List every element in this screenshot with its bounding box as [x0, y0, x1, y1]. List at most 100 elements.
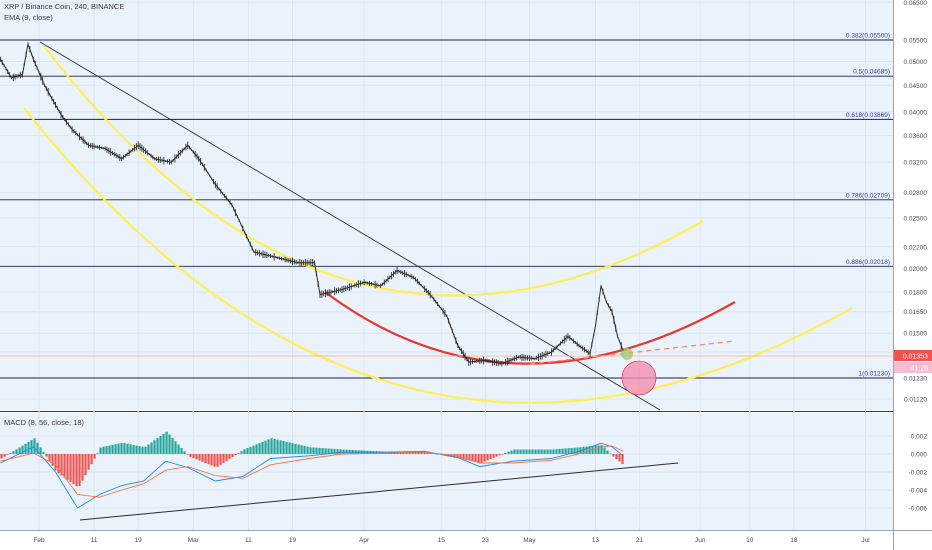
- x-tick-label: Feb: [33, 537, 45, 544]
- macd-histogram-bar: [207, 454, 210, 465]
- macd-histogram-bar: [234, 454, 237, 456]
- macd-histogram-bar: [618, 454, 621, 462]
- macd-histogram-bar: [183, 451, 186, 454]
- macd-histogram-bar: [90, 454, 93, 465]
- macd-histogram-bar: [132, 444, 135, 454]
- macd-histogram-bar: [309, 447, 312, 454]
- macd-histogram-bar: [261, 441, 264, 454]
- macd-histogram-bar: [510, 450, 513, 454]
- macd-histogram-bar: [24, 443, 27, 454]
- macd-histogram-bar: [258, 443, 261, 454]
- price-line[interactable]: [0, 42, 624, 365]
- macd-histogram-bar: [504, 452, 507, 454]
- macd-histogram-bar: [156, 438, 159, 454]
- macd-histogram-bar: [561, 448, 564, 454]
- macd-histogram-bar: [480, 454, 483, 463]
- macd-histogram-bar: [522, 449, 525, 454]
- macd-histogram-bar: [327, 448, 330, 454]
- x-tick-label: 11: [245, 537, 252, 544]
- x-tick-label: 18: [790, 537, 798, 544]
- macd-histogram-bar: [594, 445, 597, 454]
- macd-histogram-bar: [63, 454, 66, 478]
- macd-histogram-bar: [168, 434, 171, 454]
- macd-histogram-bar: [291, 443, 294, 454]
- macd-histogram-bar: [312, 447, 315, 454]
- green-touch-circle[interactable]: [621, 348, 633, 360]
- x-tick-label: Apr: [359, 537, 370, 544]
- signal-line[interactable]: [0, 445, 624, 498]
- macd-histogram-bar: [564, 448, 567, 454]
- y-tick-label: 0.04000: [904, 109, 928, 116]
- macd-histogram-bar: [276, 439, 279, 454]
- current-price-value: 0.01353: [903, 354, 928, 361]
- macd-histogram-bar: [66, 454, 69, 480]
- macd-histogram-bar: [297, 444, 300, 454]
- macd-tick-label: 0.002: [911, 434, 928, 441]
- macd-histogram-bar: [513, 449, 516, 454]
- main-plot-bg: [0, 0, 893, 410]
- macd-histogram-bar: [558, 448, 561, 454]
- macd-histogram-bar: [339, 449, 342, 454]
- macd-histogram-bar: [180, 448, 183, 454]
- red-arc[interactable]: [324, 291, 736, 365]
- macd-histogram-bar: [414, 451, 417, 454]
- macd-histogram-bar: [468, 454, 471, 461]
- macd-histogram-bar: [171, 437, 174, 454]
- fib-level-label: 0.382(0.05500): [846, 33, 890, 40]
- macd-histogram-bar: [108, 445, 111, 454]
- macd-histogram-bar: [75, 454, 78, 487]
- y-tick-label: 0.01120: [904, 397, 927, 404]
- macd-histogram-bar: [243, 449, 246, 454]
- macd-histogram-bar: [552, 449, 555, 454]
- macd-histogram-bar: [6, 454, 9, 455]
- y-tick-label: 0.06500: [904, 0, 928, 7]
- y-tick-label: 0.05500: [904, 38, 928, 45]
- macd-histogram-bar: [615, 454, 618, 460]
- macd-histogram-bar: [462, 454, 465, 460]
- macd-histogram-bar: [30, 440, 33, 454]
- macd-histogram-bar: [114, 444, 117, 454]
- macd-histogram-bar: [117, 443, 120, 454]
- macd-histogram-bar: [321, 448, 324, 454]
- macd-histogram-bar: [528, 449, 531, 454]
- symbol-title[interactable]: XRP / Binance Coin, 240, BINANCE: [4, 2, 125, 11]
- lower-arc[interactable]: [23, 107, 853, 404]
- x-tick-label: 21: [636, 537, 644, 544]
- fib-level-label: 0.618(0.03869): [846, 112, 890, 119]
- macd-histogram-bar: [240, 451, 243, 454]
- macd-histogram-bar: [420, 451, 423, 454]
- macd-histogram-bar: [249, 446, 252, 454]
- macd-support-trendline[interactable]: [79, 462, 679, 521]
- fib-level-label: 0.5(0.04685): [853, 69, 890, 76]
- macd-histogram-bar: [57, 454, 60, 474]
- macd-histogram-bar: [105, 446, 108, 454]
- countdown-badge: [894, 362, 932, 373]
- macd-histogram-bar: [336, 449, 339, 454]
- fib-level-label: 0.786(0.02709): [846, 192, 890, 199]
- macd-histogram-bar: [165, 431, 168, 454]
- macd-histogram-bar: [204, 454, 207, 464]
- macd-indicator-label[interactable]: MACD (8, 56, close, 18): [4, 418, 85, 427]
- macd-histogram-bar: [123, 443, 126, 454]
- macd-histogram-bar: [210, 454, 213, 466]
- descending-trendline[interactable]: [39, 41, 661, 411]
- macd-histogram-bar: [93, 454, 96, 459]
- macd-histogram-bar: [228, 454, 231, 459]
- x-tick-label: Jun: [695, 537, 706, 544]
- pink-target-circle[interactable]: [621, 360, 657, 396]
- macd-histogram-bar: [483, 454, 486, 462]
- macd-histogram-bar: [270, 438, 273, 454]
- macd-histogram-bar: [606, 450, 609, 454]
- macd-histogram-bar: [477, 454, 480, 463]
- macd-histogram-bar: [555, 449, 558, 454]
- macd-histogram-bar: [144, 446, 147, 454]
- macd-histogram-bar: [423, 451, 426, 454]
- y-tick-label: 0.01800: [904, 290, 928, 297]
- macd-histogram-bar: [474, 454, 477, 462]
- macd-histogram-bar: [279, 440, 282, 454]
- ema-indicator-label[interactable]: EMA (9, close): [4, 13, 53, 22]
- macd-tick-label: -0.004: [909, 488, 928, 495]
- macd-histogram-bar: [189, 454, 192, 457]
- y-tick-label: 0.03200: [904, 160, 928, 167]
